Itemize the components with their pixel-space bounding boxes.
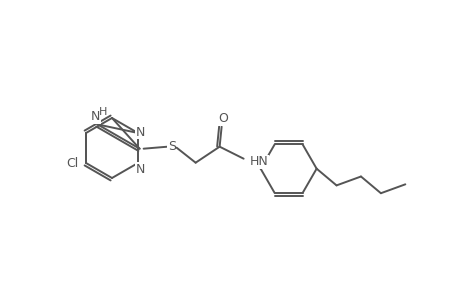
Text: N: N: [91, 110, 100, 123]
Text: N: N: [135, 163, 144, 176]
Text: Cl: Cl: [66, 157, 78, 169]
Text: S: S: [167, 140, 175, 153]
Text: N: N: [135, 125, 144, 139]
Text: H: H: [98, 107, 106, 117]
Text: HN: HN: [249, 155, 268, 168]
Text: O: O: [218, 112, 228, 125]
